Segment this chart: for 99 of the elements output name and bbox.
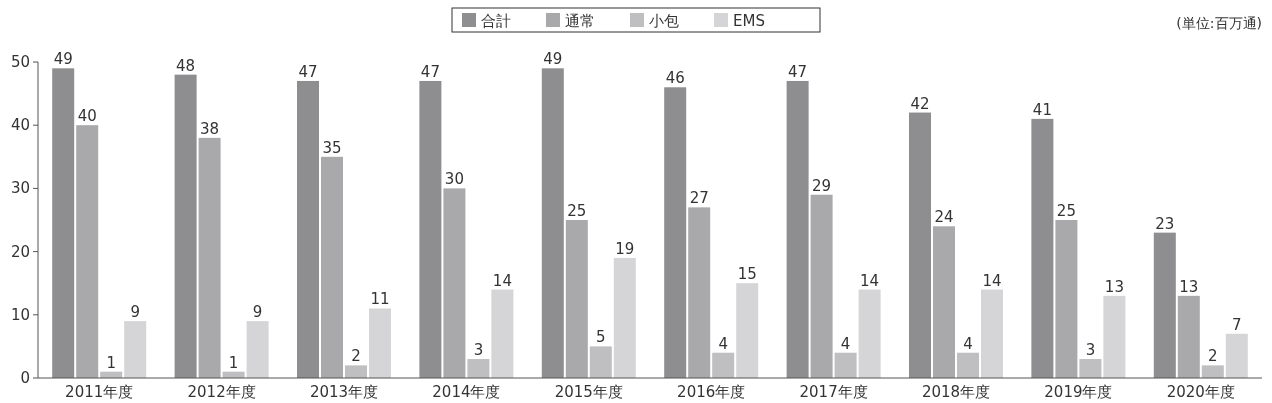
bar bbox=[810, 194, 833, 378]
data-label: 49 bbox=[543, 50, 563, 69]
bar bbox=[589, 346, 612, 378]
data-label: 14 bbox=[982, 271, 1002, 290]
bar bbox=[174, 74, 197, 378]
bar bbox=[76, 125, 99, 378]
data-label: 41 bbox=[1032, 100, 1052, 119]
x-tick-label: 2014年度 bbox=[432, 383, 501, 401]
x-tick-label: 2013年度 bbox=[309, 383, 379, 401]
y-tick-label: 20 bbox=[10, 242, 30, 261]
bar bbox=[198, 137, 221, 378]
data-label: 27 bbox=[689, 189, 709, 208]
bar bbox=[981, 289, 1003, 378]
data-label: 1 bbox=[228, 353, 239, 372]
y-tick-label: 0 bbox=[20, 369, 30, 387]
data-label: 11 bbox=[370, 290, 390, 309]
legend-label: EMS bbox=[733, 12, 765, 30]
data-label: 4 bbox=[963, 334, 973, 353]
data-label: 48 bbox=[176, 56, 196, 75]
data-label: 24 bbox=[934, 208, 954, 227]
y-tick-label: 30 bbox=[10, 179, 30, 198]
data-label: 7 bbox=[1232, 315, 1242, 334]
legend-label: 小包 bbox=[649, 12, 679, 30]
bar bbox=[1079, 359, 1102, 378]
data-label: 49 bbox=[53, 50, 73, 69]
data-label: 4 bbox=[718, 334, 728, 353]
data-label: 25 bbox=[567, 202, 587, 220]
bar bbox=[419, 80, 442, 378]
data-label: 40 bbox=[77, 107, 97, 126]
bar bbox=[834, 352, 857, 378]
x-tick-label: 2017年度 bbox=[799, 383, 868, 401]
data-label: 2 bbox=[1208, 347, 1218, 366]
bar bbox=[443, 188, 466, 378]
x-tick-label: 2015年度 bbox=[554, 383, 623, 401]
data-label: 14 bbox=[492, 271, 512, 290]
data-label: 47 bbox=[298, 62, 318, 81]
bar bbox=[1031, 118, 1054, 378]
bar bbox=[246, 321, 269, 378]
bar bbox=[124, 321, 147, 378]
data-label: 35 bbox=[322, 138, 342, 157]
bar bbox=[1153, 232, 1176, 378]
bar bbox=[1225, 333, 1248, 378]
data-label: 1 bbox=[106, 353, 116, 372]
data-label: 42 bbox=[910, 94, 930, 113]
data-label: 2 bbox=[351, 347, 361, 366]
data-label: 3 bbox=[1085, 341, 1096, 360]
bar bbox=[1201, 365, 1224, 378]
bar bbox=[491, 289, 514, 378]
bar bbox=[933, 226, 955, 378]
data-label: 5 bbox=[596, 328, 606, 347]
data-label: 25 bbox=[1056, 202, 1076, 220]
x-tick-label: 2020年度 bbox=[1166, 383, 1235, 401]
bar bbox=[369, 308, 391, 378]
data-label: 30 bbox=[444, 170, 464, 189]
x-tick-label: 2016年度 bbox=[677, 383, 746, 401]
bar bbox=[688, 207, 711, 378]
text: (単位:百万通) bbox=[1176, 15, 1262, 31]
bar bbox=[467, 359, 490, 378]
x-tick-label: 2018年度 bbox=[921, 383, 991, 401]
data-label: 13 bbox=[1179, 277, 1199, 296]
data-label: 19 bbox=[615, 239, 635, 258]
data-label: 47 bbox=[420, 62, 440, 81]
bar bbox=[297, 80, 319, 378]
bar bbox=[664, 87, 687, 378]
bar bbox=[565, 220, 588, 378]
data-label: 46 bbox=[665, 69, 685, 88]
data-label: 23 bbox=[1155, 214, 1175, 233]
y-tick-label: 50 bbox=[10, 53, 30, 71]
bar bbox=[786, 80, 809, 378]
data-label: 15 bbox=[737, 265, 757, 284]
y-tick-label: 10 bbox=[10, 305, 30, 324]
x-tick-label: 2012年度 bbox=[187, 383, 256, 401]
data-label: 47 bbox=[788, 62, 808, 81]
bar bbox=[52, 68, 75, 378]
x-tick-label: 2011年度 bbox=[65, 383, 134, 401]
bar bbox=[957, 352, 979, 378]
bar bbox=[613, 257, 636, 378]
bar bbox=[1103, 295, 1126, 378]
legend-label: 通常 bbox=[565, 12, 595, 30]
data-label: 14 bbox=[860, 271, 880, 290]
bar bbox=[321, 156, 343, 378]
bar bbox=[541, 68, 564, 378]
legend-label: 合計 bbox=[481, 12, 511, 30]
bar bbox=[736, 283, 759, 378]
x-tick-label: 2019年度 bbox=[1044, 383, 1113, 401]
bar bbox=[1177, 295, 1200, 378]
data-label: 13 bbox=[1104, 277, 1124, 296]
data-label: 4 bbox=[840, 334, 851, 353]
bar bbox=[345, 365, 367, 378]
data-label: 3 bbox=[473, 341, 484, 360]
bar bbox=[909, 112, 931, 378]
y-tick-label: 40 bbox=[10, 116, 30, 135]
bar bbox=[1055, 220, 1078, 378]
data-label: 38 bbox=[200, 119, 220, 138]
data-label: 9 bbox=[130, 303, 140, 322]
data-label: 29 bbox=[812, 176, 832, 195]
data-label: 9 bbox=[252, 303, 263, 322]
bar bbox=[858, 289, 881, 378]
bar bbox=[712, 352, 735, 378]
